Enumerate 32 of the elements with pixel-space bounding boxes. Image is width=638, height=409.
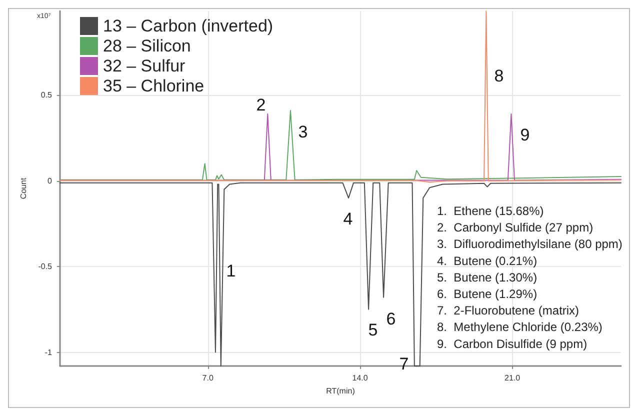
annotation: 2. Carbonyl Sulfide (27 ppm) xyxy=(437,220,594,235)
annotation: 4. Butene (0.21%) xyxy=(437,254,538,268)
annotation: 1. Ethene (15.68%) xyxy=(437,204,544,218)
legend-label: 35 – Chlorine xyxy=(103,76,204,96)
annotation: 9. Carbon Disulfide (9 ppm) xyxy=(437,336,588,351)
annotation: 7 xyxy=(399,354,409,374)
y-tick-label: -0.5 xyxy=(38,262,53,272)
x-tick-label: 14.0 xyxy=(352,374,368,382)
x-tick-label: 21.0 xyxy=(504,374,521,382)
annotation: 5 xyxy=(368,320,378,340)
annotation: 3 xyxy=(298,122,308,142)
annotation: 2 xyxy=(256,96,266,114)
y-axis-title: Count xyxy=(18,177,28,200)
annotation: 1 xyxy=(226,262,236,280)
y-tick-label: -1 xyxy=(44,348,53,357)
annotation: 3. Difluorodimethylsilane (80 ppm) xyxy=(437,237,622,252)
annotation: 6 xyxy=(386,310,396,328)
y-tick-label: 0.5 xyxy=(40,90,53,100)
x-tick-label: 7.0 xyxy=(202,374,214,382)
legend-label: 32 – Sulfur xyxy=(103,56,186,76)
legend-label: 13 – Carbon (inverted) xyxy=(103,16,274,36)
line-series xyxy=(60,10,622,183)
annotation: 8. Methylene Chloride (0.23%) xyxy=(437,320,602,334)
annotation: 5. Butene (1.30%) xyxy=(437,270,538,284)
annotation: 8 xyxy=(494,66,504,86)
annotation: 4 xyxy=(343,210,353,228)
annotation: 6. Butene (1.29%) xyxy=(437,287,538,301)
annotation: 7. 2-Fluorobutene (matrix) xyxy=(437,304,580,318)
annotation: 9 xyxy=(520,126,530,144)
y-tick-label: 0 xyxy=(48,176,53,186)
x-axis-title: RT(min) xyxy=(326,386,356,396)
legend-label: 28 – Silicon xyxy=(103,36,191,56)
